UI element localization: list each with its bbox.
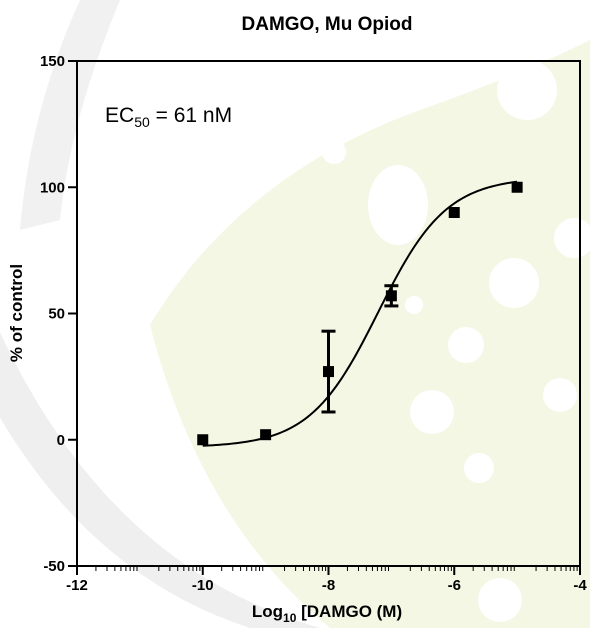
fit-curve [202,180,518,447]
data-point [323,366,334,378]
background-blob [464,453,494,483]
y-tick-label: 150 [40,53,65,70]
background-blob [497,60,557,120]
background-blob [405,296,423,314]
x-tick-label: -10 [192,577,214,594]
ec50-annotation: EC50 = 61 nM [105,104,232,130]
background-blob [554,218,590,258]
background-blob [478,578,522,622]
y-tick-label: 50 [48,306,65,323]
x-axis-label: Log10 [DAMGO (M) [252,602,402,625]
chart-title: DAMGO, Mu Opiod [242,14,413,35]
background-blob [228,187,248,207]
background-swoosh-upper [20,0,120,230]
data-points-layer [197,181,523,446]
data-point [260,429,272,441]
x-tick-label: -8 [322,577,335,594]
background-blob [489,258,539,308]
background-blob [368,165,428,245]
background-blob [322,140,346,164]
background-blob [448,327,484,363]
plot-frame [76,60,581,567]
data-point [511,181,523,193]
background-blob [410,390,454,434]
data-point [385,290,397,302]
axes: -12 -10 -8 -6 -4 -50 0 50 100 150 [40,53,587,594]
y-tick-label: 0 [57,432,65,449]
data-point [197,434,209,446]
y-tick-label: 100 [40,179,65,196]
background-blob [543,378,577,412]
y-tick-label: -50 [43,558,65,575]
background-swoosh [0,332,320,628]
data-point [448,207,460,218]
fit-curve-layer [202,180,518,447]
x-tick-label: -12 [66,577,88,594]
x-tick-label: -4 [573,577,587,594]
x-tick-label: -6 [448,577,461,594]
y-axis-label: % of control [7,264,26,362]
